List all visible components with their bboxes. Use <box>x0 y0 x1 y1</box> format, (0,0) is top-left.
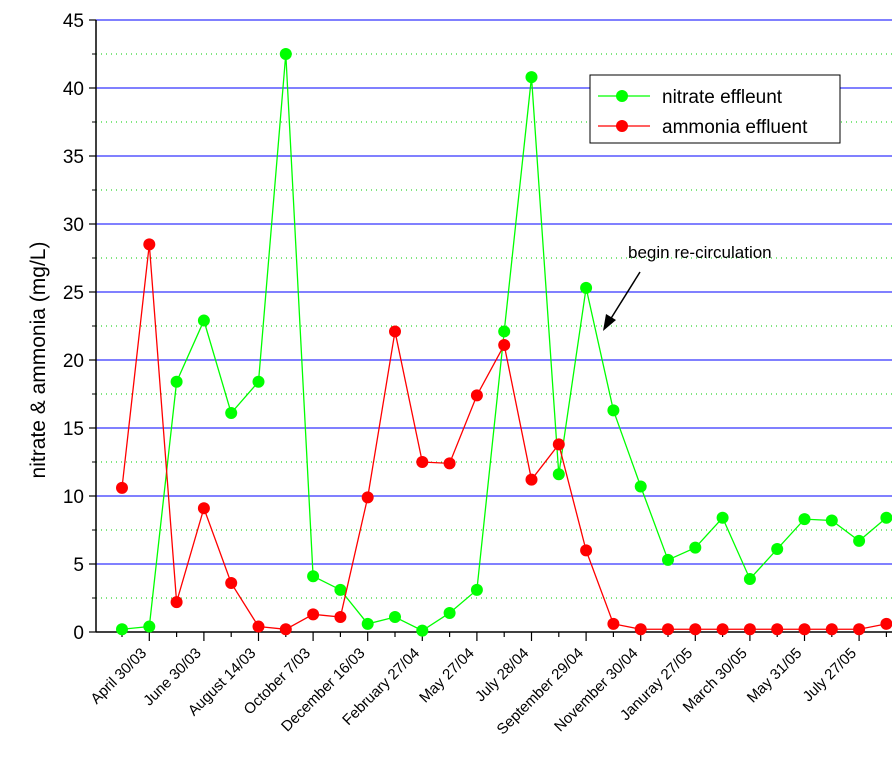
data-point <box>361 617 374 630</box>
grid <box>96 19 892 599</box>
data-point <box>443 457 456 470</box>
data-point <box>689 623 702 636</box>
data-point <box>307 608 320 621</box>
data-point <box>389 611 401 624</box>
data-point <box>607 617 620 630</box>
data-point <box>443 606 456 619</box>
data-point <box>634 623 647 636</box>
data-point <box>225 407 238 420</box>
data-point <box>225 577 238 590</box>
data-point <box>470 583 483 596</box>
data-point <box>389 325 401 338</box>
data-point <box>279 48 292 60</box>
data-point <box>361 491 374 504</box>
data-point <box>307 570 320 583</box>
legend-label: nitrate effleunt <box>662 87 783 108</box>
data-point <box>607 404 620 417</box>
series-ammonia <box>116 238 892 636</box>
y-tick-label: 0 <box>73 623 84 644</box>
annotation-label: begin re-circulation <box>628 243 772 262</box>
data-point <box>552 468 565 481</box>
y-tick-label: 15 <box>63 419 84 440</box>
data-point <box>143 238 156 251</box>
x-tick-label: July 27/05 <box>800 645 860 705</box>
y-tick-label: 45 <box>63 11 84 32</box>
data-point <box>252 620 265 633</box>
data-point <box>116 623 128 636</box>
data-point <box>580 281 593 294</box>
series-nitrate <box>116 48 892 637</box>
data-point <box>334 583 347 596</box>
x-tick-label: May 27/04 <box>416 645 478 707</box>
data-point <box>880 511 892 524</box>
y-axis-title: nitrate & ammonia (mg/L) <box>27 242 50 479</box>
y-tick-label: 10 <box>63 487 84 508</box>
legend-swatch-marker <box>616 120 628 132</box>
data-point <box>197 314 210 327</box>
y-tick-label: 40 <box>63 79 84 100</box>
data-point <box>334 611 347 624</box>
data-point <box>771 543 784 556</box>
data-point <box>798 513 811 526</box>
data-point <box>498 339 511 352</box>
data-point <box>798 623 811 636</box>
data-point <box>743 623 756 636</box>
data-point <box>170 596 183 609</box>
data-point <box>525 71 538 84</box>
data-point <box>498 325 511 338</box>
legend-label: ammonia effluent <box>662 117 808 138</box>
data-point <box>252 375 265 388</box>
annotation: begin re-circulation <box>603 243 772 331</box>
data-point <box>416 456 429 468</box>
series-line <box>121 244 887 630</box>
data-point <box>197 502 210 515</box>
data-point <box>880 617 892 630</box>
data-point <box>662 553 674 566</box>
annotation-arrow-line <box>609 271 641 321</box>
data-point <box>170 375 183 388</box>
data-point <box>634 480 647 493</box>
y-tick-label: 25 <box>63 283 84 304</box>
data-point <box>470 389 483 402</box>
data-point <box>743 572 756 585</box>
data-point <box>716 511 729 524</box>
legend-box <box>589 74 841 144</box>
data-point <box>416 624 429 637</box>
data-point <box>580 544 593 557</box>
data-point <box>552 438 565 451</box>
data-point <box>525 473 538 486</box>
data-point <box>279 623 292 636</box>
data-point <box>853 623 866 636</box>
series-layer <box>116 48 892 637</box>
legend: nitrate effleunt ammonia effluent <box>589 74 841 144</box>
legend-swatch-marker <box>616 90 628 102</box>
y-tick-label: 30 <box>63 215 84 236</box>
data-point <box>825 514 838 527</box>
data-point <box>143 620 156 633</box>
y-tick-label: 20 <box>63 351 84 372</box>
data-point <box>689 541 702 554</box>
data-point <box>662 623 674 636</box>
y-tick-label: 5 <box>73 555 84 576</box>
data-point <box>771 623 784 636</box>
x-tick-label: May 31/05 <box>744 645 806 707</box>
data-point <box>825 623 838 636</box>
data-point <box>716 623 729 636</box>
data-point <box>116 481 128 494</box>
annotation-arrow-head <box>603 314 616 331</box>
y-tick-label: 35 <box>63 147 84 168</box>
data-point <box>853 534 866 547</box>
